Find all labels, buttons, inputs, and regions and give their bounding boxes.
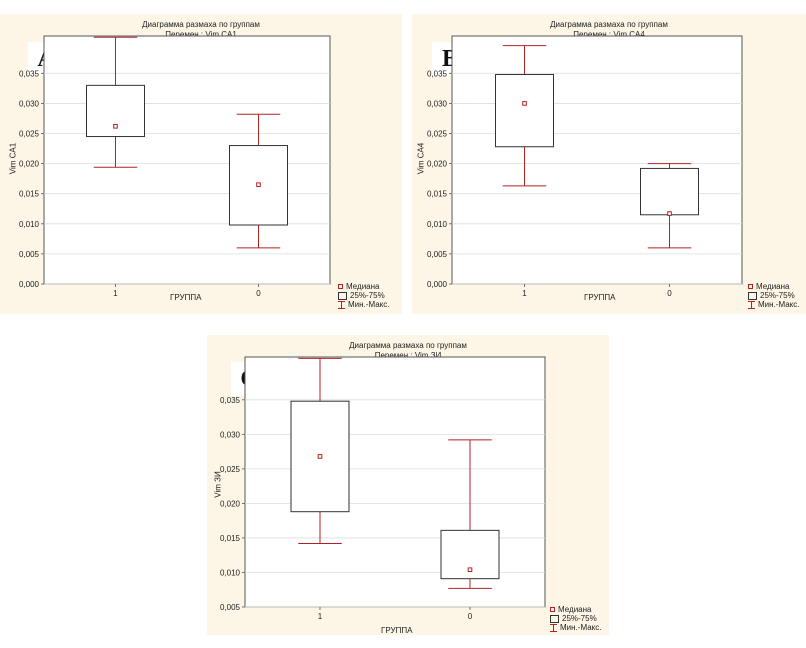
y-tick-label: 0,000 <box>427 280 448 289</box>
x-tick-label: 0 <box>468 612 473 621</box>
y-tick-label: 0,015 <box>220 534 241 543</box>
box-marker-icon <box>550 614 559 623</box>
y-tick-label: 0,015 <box>427 190 448 199</box>
chart-title: Диаграмма размаха по группам <box>349 341 467 350</box>
y-tick-label: 0,020 <box>220 499 241 508</box>
x-axis-label: ГРУППА <box>170 293 202 302</box>
y-tick-label: 0,010 <box>220 568 241 577</box>
median-marker-icon <box>550 607 555 612</box>
x-tick-label: 0 <box>667 289 672 298</box>
y-tick-label: 0,030 <box>427 99 448 108</box>
plot-frame <box>244 356 546 608</box>
legend-whisker: Мин.-Макс. <box>748 300 799 309</box>
x-tick-label: 0 <box>256 289 261 298</box>
y-tick-label: 0,035 <box>19 69 40 78</box>
legend-median: Медиана <box>550 605 601 614</box>
legend-median: Медиана <box>338 282 389 291</box>
whisker-marker-icon <box>550 623 557 632</box>
y-tick-label: 0,025 <box>427 130 448 139</box>
legend: Медиана 25%-75% Мин.-Макс. <box>550 605 601 632</box>
y-tick-label: 0,005 <box>427 250 448 259</box>
y-tick-label: 0,010 <box>19 220 40 229</box>
y-tick-label: 0,025 <box>220 465 241 474</box>
box-marker-icon <box>338 291 347 300</box>
median-marker <box>667 211 672 216</box>
legend: Медиана 25%-75% Мин.-Макс. <box>748 282 799 309</box>
y-tick-label: 0,010 <box>427 220 448 229</box>
y-tick-label: 0,015 <box>19 190 40 199</box>
plot-area: 0,000 0,005 0,010 0,015 0,020 0,025 0,030 0,035… <box>19 35 331 298</box>
whisker-marker-icon <box>338 300 345 309</box>
median-marker <box>522 101 527 106</box>
y-tick-label: 0,025 <box>19 130 40 139</box>
y-tick-label: 0,030 <box>220 430 241 439</box>
legend-box: 25%-75% <box>338 291 389 300</box>
median-marker-icon <box>338 284 343 289</box>
legend-median: Медиана <box>748 282 799 291</box>
chart-panel-a: Диаграмма размаха по группам Перемен.: V… <box>0 14 402 314</box>
legend-whisker: Мин.-Макс. <box>338 300 389 309</box>
chart-subtitle: Перемен.: Vim CA1 <box>165 30 237 39</box>
whisker-marker-icon <box>748 300 755 309</box>
legend-box: 25%-75% <box>550 614 601 623</box>
y-tick-label: 0,035 <box>220 396 241 405</box>
median-marker-icon <box>748 284 753 289</box>
legend-box: 25%-75% <box>748 291 799 300</box>
chart-panel-b: Диаграмма размаха по группам Перемен.: V… <box>412 14 806 314</box>
iqr-box <box>640 167 699 216</box>
chart-subtitle: Перемен.: Vim CA4 <box>573 30 645 39</box>
y-tick-label: 0,030 <box>19 99 40 108</box>
plot-area: 0,000 0,005 0,010 0,015 0,020 0,025 0,030 0,035… <box>427 35 743 298</box>
y-tick-label: 0,035 <box>427 69 448 78</box>
median-marker <box>113 123 118 129</box>
median-marker <box>256 182 261 187</box>
x-axis-label: ГРУППА <box>584 293 616 302</box>
x-tick-label: 1 <box>318 612 323 621</box>
chart-title: Диаграмма размаха по группам <box>142 20 260 29</box>
median-marker <box>317 454 323 459</box>
y-tick-label: 0,005 <box>19 250 40 259</box>
chart-subtitle: Перемен.: Vim ЗИ <box>374 351 442 360</box>
x-tick-label: 1 <box>113 289 118 298</box>
box-marker-icon <box>748 291 757 300</box>
iqr-box <box>495 74 554 148</box>
y-tick-label: 0,020 <box>427 160 448 169</box>
plot-area: 0,005 0,010 0,015 0,020 0,025 0,030 0,035 1 0 <box>220 356 546 621</box>
chart-panel-c: Диаграмма размаха по группам Перемен.: V… <box>207 335 609 635</box>
y-tick-label: 0,005 <box>220 603 241 612</box>
legend-whisker: Мин.-Макс. <box>550 623 601 632</box>
median-marker <box>467 567 473 573</box>
iqr-box <box>86 84 145 138</box>
chart-title: Диаграмма размаха по группам <box>550 20 668 29</box>
x-tick-label: 1 <box>522 289 527 298</box>
y-tick-label: 0,000 <box>19 280 40 289</box>
x-axis-label: ГРУППА <box>381 626 413 635</box>
legend: Медиана 25%-75% Мин.-Макс. <box>338 282 389 309</box>
y-tick-label: 0,020 <box>19 160 40 169</box>
